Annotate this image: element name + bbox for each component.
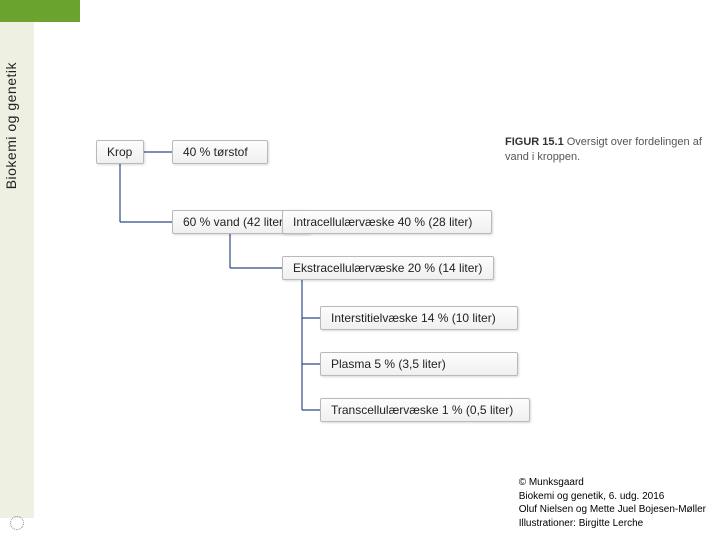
credit-line: Illustrationer: Birgitte Lerche xyxy=(519,517,706,531)
node-interstit: Interstitielvæske 14 % (10 liter) xyxy=(320,306,518,330)
node-ekstra: Ekstracellulærvæske 20 % (14 liter) xyxy=(282,256,494,280)
credit-line: © Munksgaard xyxy=(519,476,706,490)
node-krop: Krop xyxy=(96,140,144,164)
publisher-seal-icon xyxy=(10,516,24,530)
credit-line: Oluf Nielsen og Mette Juel Bojesen-Mølle… xyxy=(519,503,706,517)
node-intra: Intracellulærvæske 40 % (28 liter) xyxy=(282,210,492,234)
credits-block: © MunksgaardBiokemi og genetik, 6. udg. … xyxy=(519,476,706,530)
node-plasma: Plasma 5 % (3,5 liter) xyxy=(320,352,518,376)
figure-number: FIGUR 15.1 xyxy=(505,136,564,148)
credit-line: Biokemi og genetik, 6. udg. 2016 xyxy=(519,490,706,504)
diagram-stage: Krop40 % tørstof60 % vand (42 liter)Intr… xyxy=(0,0,720,540)
node-torstof: 40 % tørstof xyxy=(172,140,268,164)
figure-caption: FIGUR 15.1 Oversigt over fordelingen af … xyxy=(505,135,705,166)
node-transcell: Transcellulærvæske 1 % (0,5 liter) xyxy=(320,398,530,422)
